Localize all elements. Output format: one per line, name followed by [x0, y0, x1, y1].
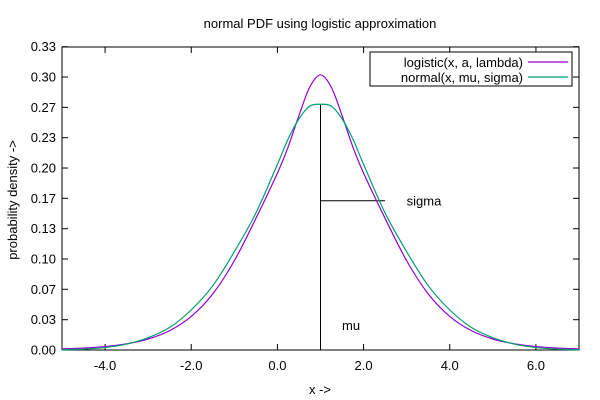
y-tick-label: 0.10: [31, 252, 56, 267]
x-tick-label: 2.0: [355, 358, 373, 373]
annotations: sigma mu: [342, 193, 442, 333]
y-tick-label: 0.13: [31, 221, 56, 236]
y-axis-label: probability density ->: [5, 140, 20, 260]
chart-title: normal PDF using logistic approximation: [204, 16, 437, 31]
series-line-normal: [61, 103, 580, 351]
y-tick-label: 0.33: [31, 39, 56, 54]
x-tick-label: -2.0: [180, 358, 202, 373]
annotation-mu: mu: [342, 318, 360, 333]
y-tick-label: 0.17: [31, 191, 56, 206]
x-tick-label: 0.0: [268, 358, 286, 373]
legend-label-logistic: logistic(x, a, lambda): [404, 55, 523, 70]
y-tick-label: 0.27: [31, 100, 56, 115]
reference-lines: [320, 104, 386, 350]
y-tick-label: 0.30: [31, 70, 56, 85]
legend-label-normal: normal(x, mu, sigma): [401, 70, 523, 85]
y-tick-label: 0.20: [31, 161, 56, 176]
y-tick-label: 0.03: [31, 312, 56, 327]
axis-ticks: -4.0 -2.0 0.0 2.0 4.0 6.0 0.00 0.03 0.07 0.10 0.13…: [31, 39, 579, 373]
legend: logistic(x, a, lambda) normal(x, mu, sig…: [369, 51, 573, 87]
annotation-sigma: sigma: [407, 193, 442, 208]
x-tick-label: 6.0: [527, 358, 545, 373]
y-tick-label: 0.23: [31, 130, 56, 145]
legend-box: [369, 51, 573, 87]
y-tick-label: 0.00: [31, 343, 56, 358]
y-tick-label: 0.07: [31, 282, 56, 297]
x-tick-label: -4.0: [94, 358, 116, 373]
x-tick-label: 4.0: [441, 358, 459, 373]
series-line-logistic: [61, 74, 580, 350]
x-axis-label: x ->: [309, 382, 331, 397]
series-lines: [61, 74, 580, 351]
